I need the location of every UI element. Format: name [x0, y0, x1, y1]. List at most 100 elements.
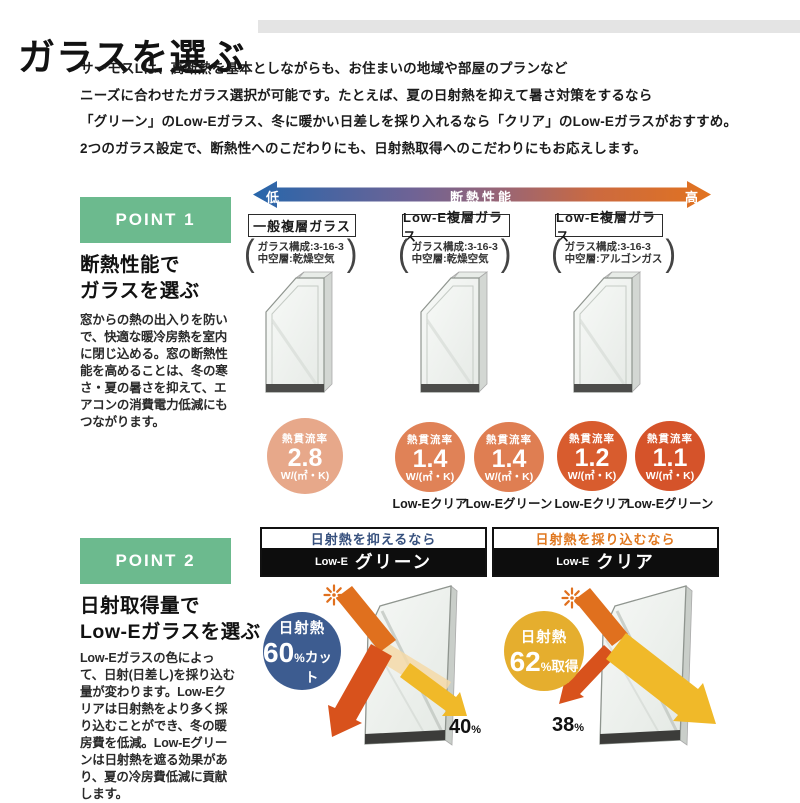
solar-percent-value: 60	[263, 636, 295, 668]
paren-open: (	[551, 232, 562, 274]
percent-sign: %	[294, 650, 305, 665]
solar-cut-graphic	[323, 584, 467, 746]
glass-type-name: Low-E複層ガラス	[402, 210, 510, 244]
solar-circle-label: 日射熱	[278, 620, 326, 637]
u-value-number: 2.8	[287, 443, 323, 472]
brand-prefix: Low-E	[314, 555, 348, 568]
glass-variant-label: Low-Eグリーン	[626, 497, 714, 511]
green-option-brand-bar: Low-E グリーン	[262, 548, 485, 575]
u-value-label: 熱貫流率	[647, 432, 693, 445]
intro-line: 「グリーン」のLow-Eガラス、冬に暖かい日差しを採り入れるなら「クリア」のLo…	[80, 114, 738, 129]
transmitted-percent-value: 40	[449, 716, 472, 738]
glass-spec-line2: 中空層:乾燥空気	[257, 253, 335, 265]
sun-icon	[323, 584, 345, 606]
point2-heading-line1: 日射取得量で	[80, 595, 201, 617]
glass-spec: ( ガラス構成:3-16-3 中空層:乾燥空気 )	[244, 232, 358, 274]
point1-badge: POINT 1	[80, 197, 231, 243]
percent-sign: %	[471, 724, 482, 736]
u-value-circle: 熱貫流率 1.4 W/(㎡・K)	[395, 422, 465, 492]
reflected-solar-arrow	[328, 644, 392, 737]
reflected-percent-label: 38 %	[552, 714, 584, 737]
transmitted-percent-label: 40 %	[449, 716, 481, 739]
reflected-solar-arrow	[559, 645, 616, 704]
point2-heading: 日射取得量で Low-Eガラスを選ぶ	[80, 593, 261, 645]
glass-variant-label: Low-Eクリア	[554, 497, 630, 511]
scale-low-label: 低	[266, 190, 280, 205]
glass-spec-line2: 中空層:アルゴンガス	[564, 253, 663, 265]
glass-variant-label: Low-Eクリア	[392, 497, 468, 511]
glass-spec-line1: ガラス構成:3-16-3	[564, 240, 651, 253]
incoming-solar-arrow	[336, 586, 396, 652]
glass-variant-label: Low-Eグリーン	[465, 497, 553, 511]
percent-sign: %	[574, 722, 585, 734]
point1-heading-line1: 断熱性能で	[80, 254, 181, 276]
glass-spec: ( ガラス構成:3-16-3 中空層:乾燥空気 )	[398, 232, 512, 274]
paren-close: )	[500, 232, 512, 274]
intro-text: サーモスLは、高断熱を基本としながらも、お住まいの地域や部屋のプランなど ニーズ…	[80, 56, 737, 162]
sun-icon	[561, 587, 583, 609]
transmitted-solar-arrow	[606, 633, 716, 724]
page-title: ガラスを選ぶ	[18, 36, 246, 78]
u-value-unit: W/(㎡・K)	[405, 470, 455, 483]
point1-description: 窓からの熱の出入りを防いで、快適な暖冷房熱を室内に閉じ込める。窓の断熱性能を高め…	[80, 313, 228, 429]
brand-name: グリーン	[354, 552, 433, 572]
u-value-unit: W/(㎡・K)	[567, 469, 617, 482]
u-value-label: 熱貫流率	[569, 432, 615, 445]
u-value-label: 熱貫流率	[486, 433, 532, 446]
brand-name: クリア	[596, 552, 655, 572]
paren-close: )	[346, 232, 358, 274]
solar-cut-diagram: 日射熱 60 % カット 40 %	[255, 578, 495, 783]
u-value-number: 1.1	[652, 443, 688, 472]
glass-type-name: Low-E複層ガラス	[555, 210, 663, 244]
solar-action-label: カット	[304, 649, 332, 685]
incoming-solar-arrow	[574, 588, 628, 646]
intro-line: サーモスLは、高断熱を基本としながらも、お住まいの地域や部屋のプランなど	[80, 61, 568, 76]
u-value-number: 1.2	[574, 443, 610, 472]
paren-close: )	[665, 232, 676, 274]
u-value-circle: 熱貫流率 1.1 W/(㎡・K)	[635, 421, 705, 491]
solar-percent-value: 62	[509, 646, 541, 677]
u-value-circle: 熱貫流率 1.2 W/(㎡・K)	[557, 421, 627, 491]
u-value-label: 熱貫流率	[282, 432, 328, 445]
glass-spec-line2: 中空層:乾燥空気	[411, 253, 489, 265]
glass-pane-illustration	[420, 271, 489, 393]
solar-gain-graphic	[559, 585, 716, 746]
solar-action-label: 取得	[551, 659, 579, 674]
solar-gain-circle: 日射熱 62 % 取得	[504, 611, 584, 691]
u-value-unit: W/(㎡・K)	[645, 469, 695, 482]
paren-open: (	[398, 232, 409, 274]
point2-description: Low-Eガラスの色によって、日射(日差し)を採り込む量が変わります。Low-E…	[80, 651, 235, 801]
u-value-circle: 熱貫流率 2.8 W/(㎡・K)	[267, 418, 343, 494]
brand-prefix: Low-E	[556, 555, 590, 568]
solar-cut-circle: 日射熱 60 % カット	[263, 612, 341, 690]
clear-option-brand-bar: Low-E クリア	[494, 548, 717, 575]
insulation-scale-bar: 低 断熱性能 高	[253, 180, 711, 209]
glass-spec: ( ガラス構成:3-16-3 中空層:アルゴンガス )	[551, 232, 676, 274]
intro-line: 2つのガラス設定で、断熱性へのこだわりにも、日射熱取得へのこだわりにもお応えしま…	[80, 140, 647, 156]
solar-gain-diagram: 日射熱 62 % 取得 38 %	[490, 578, 730, 783]
reflected-percent-value: 38	[552, 714, 575, 736]
u-value-unit: W/(㎡・K)	[280, 469, 330, 482]
title-decoration-band	[258, 20, 800, 33]
paren-open: (	[244, 232, 255, 274]
scale-arrow-graphic	[253, 181, 711, 208]
intro-line: ニーズに合わせたガラス選択が可能です。たとえば、夏の日射熱を抑えて暑さ対策をする…	[80, 87, 653, 103]
percent-sign: %	[540, 660, 552, 674]
glass-spec-line1: ガラス構成:3-16-3	[257, 240, 344, 253]
u-value-number: 1.4	[412, 444, 448, 473]
glass-pane-illustration	[265, 271, 334, 393]
point1-heading-line2: ガラスを選ぶ	[80, 280, 200, 302]
glass-pane-illustration	[573, 271, 642, 393]
u-value-label: 熱貫流率	[407, 433, 453, 446]
point2-badge: POINT 2	[80, 538, 231, 584]
scale-high-label: 高	[684, 190, 698, 205]
glass-type-name: 一般複層ガラス	[248, 214, 356, 237]
glass-spec-line1: ガラス構成:3-16-3	[411, 240, 498, 253]
green-option-header: 日射熱を抑えるなら Low-E グリーン	[260, 527, 487, 577]
solar-circle-label: 日射熱	[520, 630, 568, 646]
green-option-tagline: 日射熱を抑えるなら	[310, 532, 437, 547]
clear-option-header: 日射熱を採り込むなら Low-E クリア	[492, 527, 719, 577]
clear-option-tagline: 日射熱を採り込むなら	[535, 532, 676, 547]
point2-heading-line2: Low-Eガラスを選ぶ	[80, 621, 261, 643]
